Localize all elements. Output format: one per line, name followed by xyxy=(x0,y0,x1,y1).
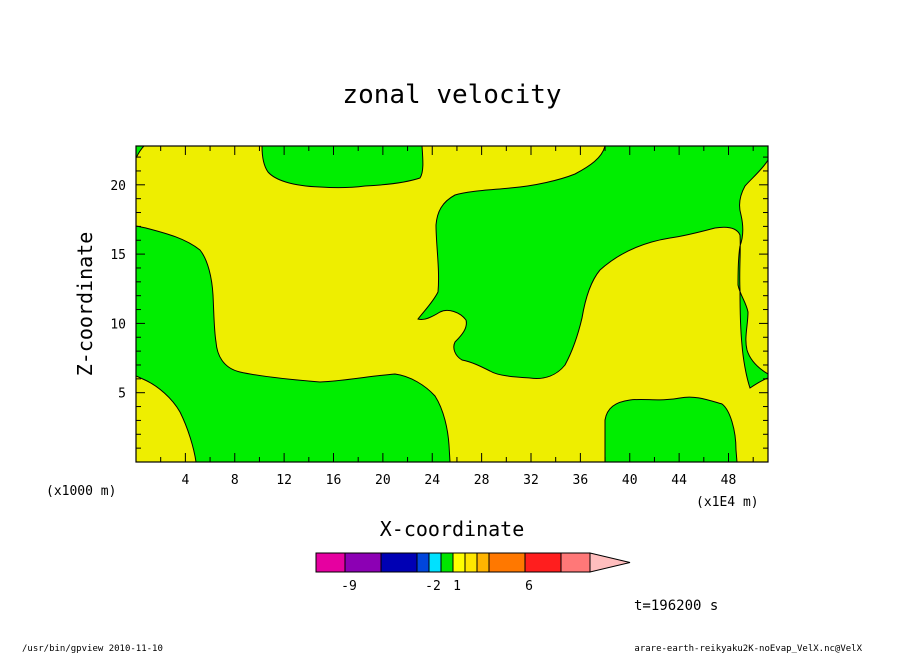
x-tick-label-44: 44 xyxy=(671,473,687,488)
x-axis-label: X-coordinate xyxy=(380,517,525,541)
colorbar-segment xyxy=(524,552,562,573)
chart-title: zonal velocity xyxy=(342,80,561,110)
x-tick-label-32: 32 xyxy=(523,473,539,488)
y-tick-label-15: 15 xyxy=(110,248,126,263)
colorbar-label--9: -9 xyxy=(341,579,357,594)
x-axis-ticks: 4 8 12 16 20 24 28 32 36 40 44 48 xyxy=(160,146,754,488)
colorbar xyxy=(315,552,631,573)
colorbar-segment xyxy=(428,552,442,573)
colorbar-segment xyxy=(315,552,346,573)
colorbar-arrow xyxy=(589,552,631,573)
plot-frame xyxy=(135,145,769,463)
x-tick-label-28: 28 xyxy=(474,473,490,488)
x-tick-label-12: 12 xyxy=(276,473,292,488)
colorbar-segment xyxy=(464,552,478,573)
plot-area xyxy=(136,146,768,462)
colorbar-segment xyxy=(476,552,490,573)
x-tick-label-4: 4 xyxy=(181,473,189,488)
x-tick-label-20: 20 xyxy=(375,473,391,488)
colorbar-label-6: 6 xyxy=(525,579,533,594)
x-unit-right-label: (x1E4 m) xyxy=(696,495,759,510)
colorbar-label--2: -2 xyxy=(425,579,441,594)
y-tick-label-5: 5 xyxy=(118,387,126,402)
contour-region-bottom-right xyxy=(604,396,738,462)
x-tick-label-48: 48 xyxy=(721,473,737,488)
x-tick-label-16: 16 xyxy=(326,473,342,488)
colorbar-segment xyxy=(560,552,591,573)
y-axis-ticks: 5 10 15 20 xyxy=(110,156,768,449)
y-axis-label: Z-coordinate xyxy=(73,232,97,377)
colorbar-segment xyxy=(416,552,430,573)
colorbar-segment xyxy=(440,552,454,573)
footer-right: arare-earth-reikyaku2K-noEvap_VelX.nc@Ve… xyxy=(634,644,862,654)
x-tick-label-36: 36 xyxy=(573,473,589,488)
contour-region-right-top xyxy=(417,146,768,389)
x-tick-label-24: 24 xyxy=(424,473,440,488)
x-tick-label-40: 40 xyxy=(622,473,638,488)
contour-region-left xyxy=(136,225,451,462)
colorbar-segment xyxy=(488,552,526,573)
x-tick-label-8: 8 xyxy=(231,473,239,488)
colorbar-segment xyxy=(452,552,466,573)
time-label: t=196200 s xyxy=(634,598,718,614)
colorbar-segment xyxy=(380,552,418,573)
footer-left: /usr/bin/gpview 2010-11-10 xyxy=(22,644,163,654)
y-tick-label-10: 10 xyxy=(110,317,126,332)
x-unit-left-label: (x1000 m) xyxy=(46,484,116,499)
y-tick-label-20: 20 xyxy=(110,179,126,194)
colorbar-label-1: 1 xyxy=(453,579,461,594)
contour-region-top-center xyxy=(261,146,424,189)
colorbar-segment xyxy=(344,552,382,573)
colorbar-labels: -9 -2 1 6 xyxy=(341,579,533,594)
